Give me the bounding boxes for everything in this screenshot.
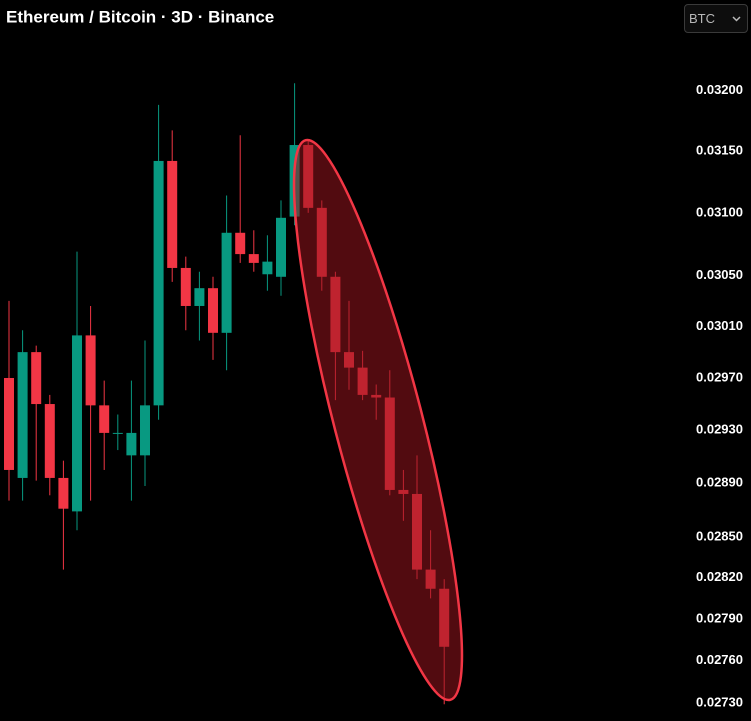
y-tick-label: 0.02890 bbox=[696, 475, 743, 490]
y-tick-label: 0.03010 bbox=[696, 318, 743, 333]
candle-body bbox=[31, 352, 42, 405]
candle-body bbox=[262, 261, 273, 275]
currency-label: BTC bbox=[689, 11, 715, 26]
candle-body bbox=[276, 217, 286, 277]
currency-selector[interactable]: BTC bbox=[684, 4, 748, 33]
y-tick-label: 0.02850 bbox=[696, 528, 743, 543]
candle-body bbox=[126, 432, 137, 456]
candle-body bbox=[167, 160, 178, 268]
y-tick-label: 0.02790 bbox=[696, 610, 743, 625]
y-tick-label: 0.03150 bbox=[696, 143, 743, 158]
y-tick-label: 0.02930 bbox=[696, 422, 743, 437]
candle-body bbox=[235, 232, 246, 255]
candle-body bbox=[112, 432, 123, 434]
y-tick-label: 0.03100 bbox=[696, 204, 743, 219]
candle-body bbox=[44, 404, 55, 478]
candle-body bbox=[140, 405, 150, 456]
candle-body bbox=[248, 254, 259, 263]
y-tick-label: 0.02730 bbox=[696, 694, 743, 709]
candle-body bbox=[17, 352, 28, 478]
candle-body bbox=[194, 288, 205, 306]
y-axis: 0.03200 0.03150 0.03100 0.03050 0.03010 0.029… bbox=[696, 82, 743, 709]
y-tick-label: 0.02820 bbox=[696, 569, 743, 584]
candle-body bbox=[153, 160, 164, 406]
y-tick-label: 0.02970 bbox=[696, 369, 743, 384]
candle-body bbox=[72, 335, 82, 512]
highlight-ellipse bbox=[292, 138, 464, 702]
candle-body bbox=[99, 405, 110, 433]
candle-body bbox=[221, 232, 232, 333]
y-tick-label: 0.03050 bbox=[696, 267, 743, 282]
candle-body bbox=[85, 335, 96, 406]
candle-body bbox=[180, 267, 191, 306]
chevron bbox=[732, 15, 741, 22]
y-tick-label: 0.03200 bbox=[696, 82, 743, 97]
y-tick-label: 0.02760 bbox=[696, 652, 743, 667]
candle-body bbox=[208, 288, 218, 333]
candle-body bbox=[4, 377, 14, 470]
chart-title: Ethereum / Bitcoin · 3D · Binance bbox=[6, 7, 274, 26]
candle-body bbox=[58, 477, 69, 509]
